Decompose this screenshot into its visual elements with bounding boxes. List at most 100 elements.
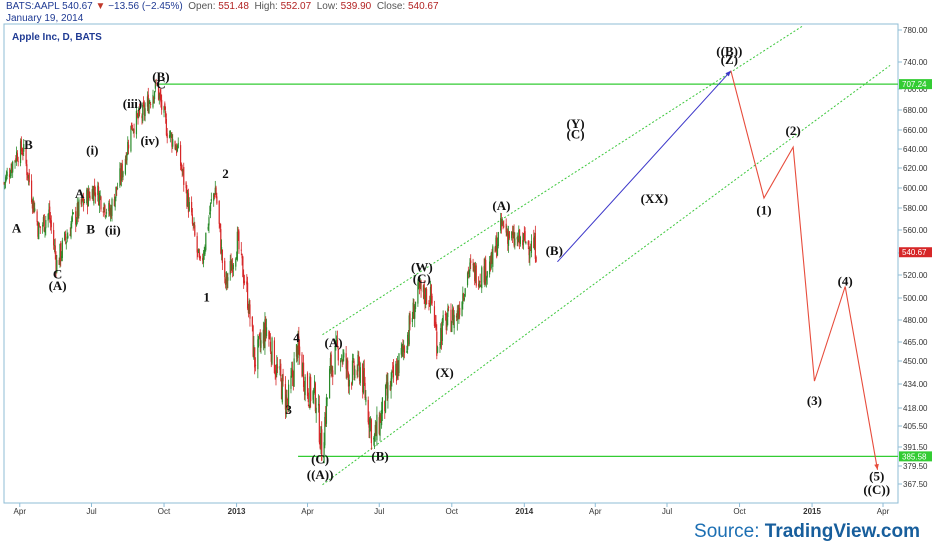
candle-body [251,316,253,327]
candle-body [180,163,182,170]
candle-body [37,222,39,237]
wave-label: (5) [869,468,884,483]
candle-body [25,146,27,164]
candle-body [254,347,256,368]
candle-body [475,265,477,286]
candle-body [514,238,516,246]
candle-body [42,217,45,224]
candle-body [49,218,52,224]
candle-body [429,302,431,307]
candle-body [137,113,139,120]
candle-body [352,358,354,360]
candle-body [480,285,482,287]
candle-body [26,164,28,176]
candle-body [77,202,79,217]
candle-body [313,388,315,396]
projection-arrowhead [725,70,731,77]
candle-body [226,275,228,283]
candle-body [263,330,265,346]
candle-body [210,199,212,202]
candle-body [253,345,255,359]
candle-body [479,281,481,283]
candle-body [477,283,480,287]
projection-blue-line [557,70,732,263]
candle-body [484,259,486,284]
candle-body [246,281,248,285]
candle-body [315,407,317,414]
candle-body [220,229,222,254]
candle-body [376,414,378,441]
candle-body [481,267,483,289]
candle-body [336,339,338,345]
candle-body [314,380,316,392]
low-label: Low: [316,1,338,12]
x-tick-label: Oct [733,507,746,516]
candle-body [392,367,394,369]
level-price-tag [899,79,932,90]
candle-body [82,197,84,201]
quote-header: BATS:AAPL 540.67 ▼ −13.56 (−2.45%) Open:… [6,1,439,13]
y-tick-label: 379.50 [903,462,928,471]
candle-body [444,313,447,316]
candle-body [282,373,284,382]
candle-body [390,378,392,390]
candle-body [241,253,243,259]
candle-body [387,382,389,399]
candle-body [248,301,250,314]
candle-body [319,439,321,449]
candle-body [280,363,282,377]
candle-body [496,237,498,257]
candle-body [199,256,201,259]
last-price: 540.67 [62,1,93,12]
candle-body [307,392,309,403]
close-label: Close: [376,1,406,12]
candle-body [169,130,171,137]
candle-body [496,244,499,256]
wave-label: (iii) [123,96,143,111]
wave-label: (4) [838,273,853,288]
candle-body [302,363,304,374]
candle-body [86,190,89,207]
candle-body [229,261,231,275]
candle-body [71,217,73,224]
candle-body [378,417,380,434]
candle-body [516,237,518,240]
candle-body [439,344,441,345]
candle-body [60,255,63,259]
wave-label: C [156,76,165,91]
candle-body [457,310,459,317]
candle-body [291,370,293,376]
candle-body [4,177,7,183]
candle-body [27,172,29,179]
candle-body [220,247,223,254]
candle-body [530,240,533,254]
y-tick-label: 640.00 [903,145,928,154]
candle-body [341,360,343,363]
candle-body [274,369,276,375]
candle-body [290,375,292,389]
candle-body [347,372,350,387]
candle-body [407,334,409,350]
candle-body [297,337,299,358]
y-tick-label: 660.00 [903,126,928,135]
candle-body [292,374,294,384]
candle-body [485,259,487,282]
candle-body [428,303,430,304]
candle-body [49,206,51,220]
candle-body [10,167,12,177]
candle-body [353,360,355,375]
y-tick-label: 780.00 [903,26,928,35]
candle-body [50,220,52,228]
candle-body [252,325,254,357]
y-tick-label: 500.00 [903,294,928,303]
candle-body [436,331,438,356]
candle-body [414,309,416,319]
candle-body [348,379,350,387]
candle-body [329,358,331,368]
close-value: 540.67 [407,1,439,12]
candle-body [505,223,507,233]
candle-body [98,186,100,206]
candle-body [214,187,216,195]
candle-body [365,396,367,402]
candle-body [440,328,442,348]
